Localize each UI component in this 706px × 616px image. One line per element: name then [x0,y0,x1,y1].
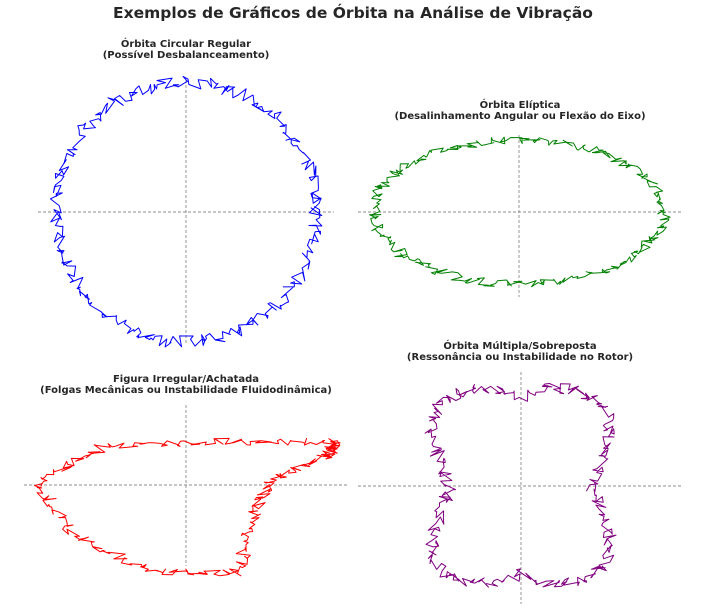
panel-2-title-line2: (Desalinhamento Angular ou Flexão do Eix… [394,111,646,122]
panel-1-orbit-line [49,75,323,348]
panel-2-orbit-line [369,136,671,288]
panel-2-title: Órbita Elíptica (Desalinhamento Angular … [365,100,675,122]
panel-3-orbit-line [34,437,341,577]
panel-4-title-line2: (Ressonância ou Instabilidade no Rotor) [406,352,634,363]
panel-3-title-line2: (Folgas Mecânicas ou Instabilidade Fluid… [40,385,332,396]
panel-1-title: Órbita Circular Regular (Possível Desbal… [36,39,336,61]
figure-title: Exemplos de Gráficos de Órbita na Anális… [113,4,593,22]
panel-2-title-line1: Órbita Elíptica [479,100,561,111]
panel-1-title-line2: (Possível Desbalanceamento) [102,50,270,61]
panel-1-title-line1: Órbita Circular Regular [120,39,252,50]
panel-4-title: Órbita Múltipla/Sobreposta (Ressonância … [365,341,675,363]
panel-4-title-line1: Órbita Múltipla/Sobreposta [443,341,597,352]
panel-3-title: Figura Irregular/Achatada (Folgas Mecâni… [20,374,352,396]
panel-3-title-line1: Figura Irregular/Achatada [112,374,260,385]
panel-4-orbit-line [424,383,617,588]
